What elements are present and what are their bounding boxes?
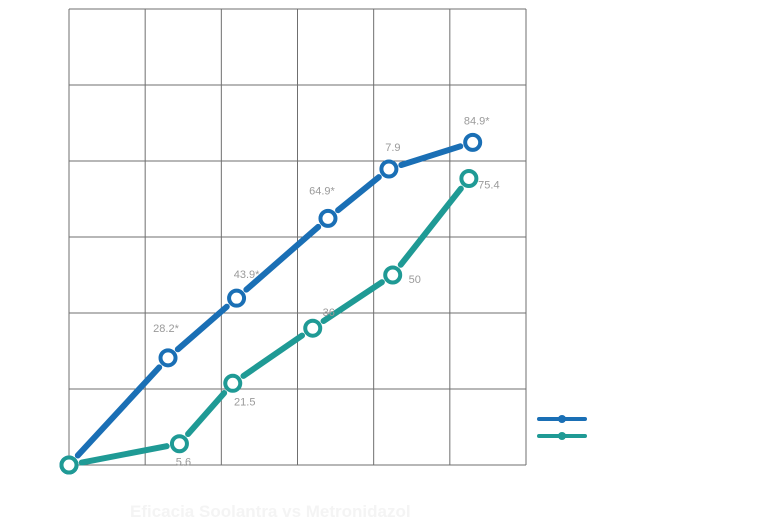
series-1-data-label: 28.2* xyxy=(153,323,179,335)
series-2-point xyxy=(223,373,243,393)
series-1-data-label: 64.9* xyxy=(309,185,335,197)
series-2-data-label: 75.4 xyxy=(478,179,499,191)
legend xyxy=(537,415,587,440)
series-1-segment xyxy=(243,223,322,293)
legend-marker-1 xyxy=(558,415,566,423)
series-1-segment xyxy=(74,364,163,459)
series-2-data-label: 36 xyxy=(323,307,335,319)
series-1-segment xyxy=(174,303,230,353)
grid xyxy=(68,8,527,466)
series-2-segment xyxy=(320,279,385,324)
series-1-point xyxy=(227,288,247,308)
series-1-segment xyxy=(398,143,464,169)
series-2-segment xyxy=(78,443,170,466)
series-1-point xyxy=(379,159,399,179)
series-2-point xyxy=(383,265,403,285)
series-1-point xyxy=(318,208,338,228)
chart-title: Eficacia Soolantra vs Metronidazol xyxy=(130,502,411,521)
series-2-segment xyxy=(240,332,306,379)
series-points xyxy=(59,132,483,475)
series-1-point xyxy=(463,132,483,152)
series-2-data-label: 5.6 xyxy=(176,457,191,469)
series-2-point xyxy=(303,318,323,338)
series-2-point xyxy=(459,168,479,188)
series-2-segment xyxy=(397,185,464,268)
series-1-data-label: 43.9* xyxy=(234,269,260,281)
data-labels: 28.2* 43.9* 64.9* 7.9 84.9* 5.6 21.5 36 50 75.4 xyxy=(153,115,499,468)
series-2-data-label: 21.5 xyxy=(234,396,255,408)
series-2-data-label: 50 xyxy=(409,274,421,286)
legend-marker-2 xyxy=(558,432,566,440)
series-1-data-label: 7.9 xyxy=(385,142,400,154)
series-2-point xyxy=(59,455,79,475)
series-1-segment xyxy=(335,174,382,214)
series-lines xyxy=(74,143,464,466)
series-1-point xyxy=(158,348,178,368)
series-2-segment xyxy=(185,390,228,437)
series-2-point xyxy=(169,434,189,454)
series-1-data-label: 84.9* xyxy=(464,115,490,127)
